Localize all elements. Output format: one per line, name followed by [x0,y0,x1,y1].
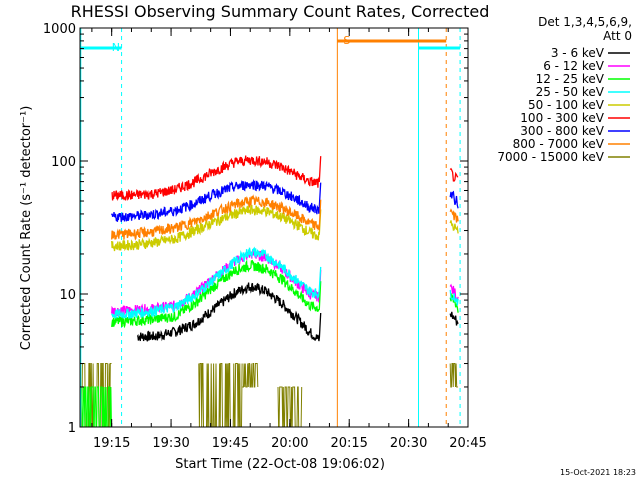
legend-label-8: 800 - 7000 keV [513,137,605,151]
series-line-5 [111,204,322,252]
y-tick-label-1: 1 [68,421,76,436]
olive-noise-3 [242,363,259,388]
series-late-segment-5 [449,220,459,234]
legend-label-3: 12 - 25 keV [536,72,605,86]
legend-header-1: Det 1,3,4,5,6,9, [538,15,632,29]
legend-label-6: 100 - 300 keV [520,111,604,125]
legend-label-4: 25 - 50 keV [536,85,605,99]
y-tick-label-3: 100 [51,155,76,170]
chart-title: RHESSI Observing Summary Count Rates, Co… [71,2,490,21]
y-axis-label: Corrected Count Rate (s⁻¹ detector⁻¹) [19,106,34,351]
series-late-segment-6 [449,167,459,182]
series-line-7 [111,178,322,222]
series-line-6 [111,155,322,202]
series-line-3 [111,259,322,329]
olive-noise-4 [277,386,303,428]
legend-label-7: 300 - 800 keV [520,124,604,138]
series-line-8 [111,194,322,241]
legend-label-1: 3 - 6 keV [551,46,605,60]
series-late-segment-7 [449,190,459,209]
olive-noise-2 [198,363,243,428]
plot-area: NS [80,28,461,428]
series-late-segment-1 [449,311,459,326]
series-line-4 [111,246,322,319]
legend-label-5: 50 - 100 keV [528,98,605,112]
annotation-n: N [112,41,120,54]
x-tick-label-4: 20:00 [271,436,308,451]
axes: 1 10 100 1000 19:15 19:30 19:45 20:00 20:15 20:30… [43,22,487,451]
x-tick-label-5: 20:15 [330,436,367,451]
series-late-segment-4 [449,289,459,306]
legend-header-2: Att 0 [603,29,632,43]
x-axis-label: Start Time (22-Oct-08 19:06:02) [175,457,385,472]
series-line-1 [136,282,322,342]
series-late-segment-8 [449,208,459,223]
legend-label-2: 6 - 12 keV [543,59,605,73]
annotation-s: S [343,34,350,47]
x-tick-label-7: 20:45 [449,436,486,451]
x-tick-label-6: 20:30 [390,436,427,451]
x-tick-label-1: 19:15 [93,436,130,451]
x-tick-label-3: 19:45 [212,436,249,451]
x-tick-label-2: 19:30 [152,436,189,451]
y-tick-label-4: 1000 [43,22,76,37]
plot-frame [79,27,469,428]
footer-timestamp: 15-Oct-2021 18:23 [560,468,636,477]
y-tick-label-2: 10 [59,288,76,303]
olive-noise-5 [449,363,458,388]
legend-label-9: 7000 - 15000 keV [497,150,604,164]
